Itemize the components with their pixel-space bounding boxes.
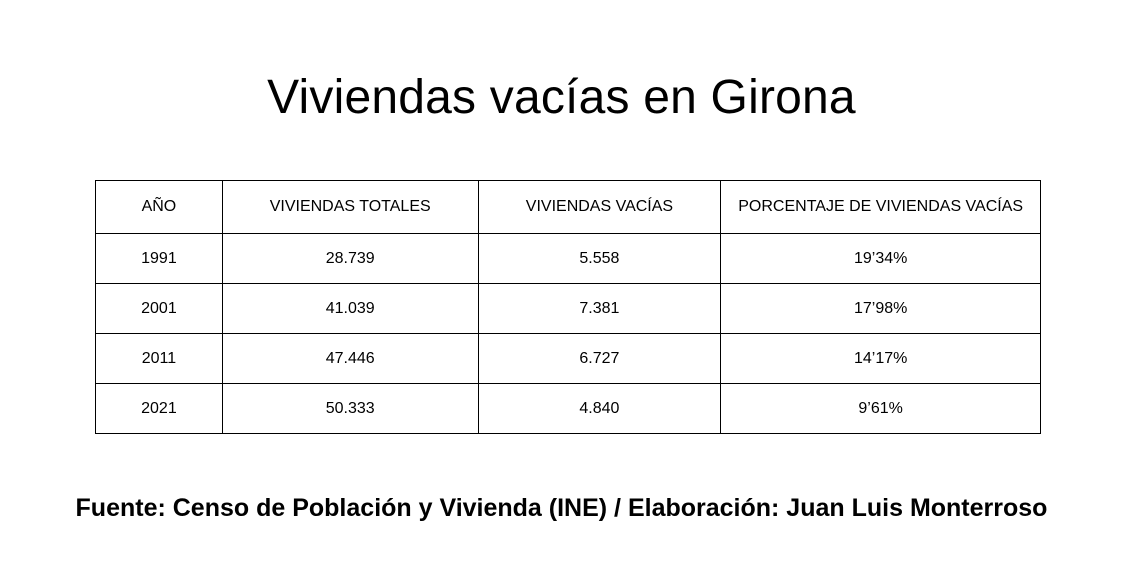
- cell-year: 2011: [95, 333, 223, 384]
- column-header-total-dwellings: VIVIENDAS TOTALES: [221, 180, 479, 234]
- cell-total-dwellings: 50.333: [221, 383, 479, 434]
- cell-empty-percentage: 9’61%: [720, 383, 1041, 434]
- table-header-row: AÑO VIVIENDAS TOTALES VIVIENDAS VACÍAS P…: [95, 180, 1041, 234]
- cell-year: 2021: [95, 383, 223, 434]
- cell-empty-dwellings: 5.558: [477, 233, 722, 284]
- cell-empty-percentage: 17’98%: [720, 283, 1041, 334]
- cell-empty-percentage: 14’17%: [720, 333, 1041, 384]
- housing-data-table: AÑO VIVIENDAS TOTALES VIVIENDAS VACÍAS P…: [95, 180, 1041, 434]
- table-row: 2021 50.333 4.840 9’61%: [95, 383, 1041, 434]
- table-row: 2001 41.039 7.381 17’98%: [95, 283, 1041, 334]
- page-title: Viviendas vacías en Girona: [267, 71, 856, 124]
- cell-year: 1991: [95, 233, 223, 284]
- source-caption: Fuente: Censo de Población y Vivienda (I…: [75, 494, 1048, 522]
- cell-total-dwellings: 41.039: [221, 283, 479, 334]
- column-header-empty-dwellings: VIVIENDAS VACÍAS: [477, 180, 722, 234]
- table-row: 2011 47.446 6.727 14’17%: [95, 333, 1041, 384]
- cell-empty-dwellings: 4.840: [477, 383, 722, 434]
- cell-empty-dwellings: 7.381: [477, 283, 722, 334]
- cell-total-dwellings: 47.446: [221, 333, 479, 384]
- table-row: 1991 28.739 5.558 19’34%: [95, 233, 1041, 284]
- column-header-empty-percentage: PORCENTAJE DE VIVIENDAS VACÍAS: [720, 180, 1041, 234]
- column-header-year: AÑO: [95, 180, 223, 234]
- cell-empty-percentage: 19’34%: [720, 233, 1041, 284]
- cell-total-dwellings: 28.739: [221, 233, 479, 284]
- cell-year: 2001: [95, 283, 223, 334]
- cell-empty-dwellings: 6.727: [477, 333, 722, 384]
